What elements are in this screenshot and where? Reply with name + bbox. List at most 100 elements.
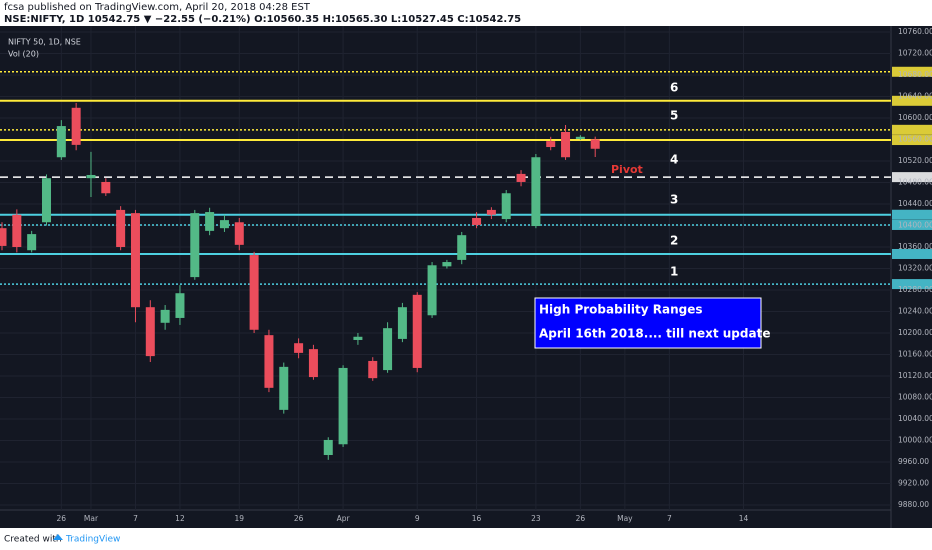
- level-tag: [892, 135, 932, 146]
- zone-label: 2: [670, 234, 678, 248]
- x-tick-label: Apr: [337, 514, 351, 523]
- candle-body: [71, 107, 81, 145]
- x-tick-label: 26: [57, 514, 67, 523]
- x-tick-label: 16: [472, 514, 482, 523]
- candle-body: [457, 235, 467, 260]
- y-tick-label: 10720.00: [898, 49, 932, 58]
- zone-label: 3: [670, 193, 678, 207]
- candle-body: [338, 367, 348, 445]
- y-tick-label: 9920.00: [898, 479, 929, 488]
- candle-body: [472, 217, 482, 225]
- indicator-label: Vol (20): [8, 50, 39, 59]
- y-tick-label: 10560.00: [898, 135, 932, 144]
- candle-body: [308, 349, 318, 378]
- level-tag: [892, 172, 932, 183]
- y-tick-label: 10280.00: [898, 285, 932, 294]
- candle-body: [442, 262, 452, 267]
- y-tick-label: 10240.00: [898, 307, 932, 316]
- footer-brand[interactable]: TradingView: [65, 535, 120, 545]
- candle-body: [234, 222, 244, 245]
- y-tick-label: 10360.00: [898, 242, 932, 251]
- y-tick-label: 10160.00: [898, 350, 932, 359]
- y-tick-label: 10200.00: [898, 328, 932, 337]
- x-tick-label: 7: [133, 514, 138, 523]
- zone-label: 4: [670, 153, 678, 167]
- x-tick-label: May: [617, 514, 633, 523]
- level-tag: [892, 66, 932, 77]
- symbol-label: NIFTY 50, 1D, NSE: [8, 38, 81, 47]
- y-tick-label: 10080.00: [898, 393, 932, 402]
- y-tick-label: 10760.00: [898, 27, 932, 36]
- level-tag: [892, 209, 932, 220]
- level-tag: [892, 95, 932, 106]
- x-tick-label: 12: [175, 514, 185, 523]
- x-tick-label: 7: [667, 514, 672, 523]
- note-title: High Probability Ranges: [539, 303, 703, 317]
- candle-body: [294, 343, 304, 353]
- candle-body: [41, 178, 51, 223]
- chart-area: [0, 26, 932, 528]
- footer-created: Created with: [4, 535, 62, 545]
- candle-body: [249, 255, 259, 330]
- y-tick-label: 10440.00: [898, 199, 932, 208]
- y-tick-label: 10400.00: [898, 221, 932, 230]
- y-tick-label: 10040.00: [898, 414, 932, 423]
- candle-body: [412, 294, 422, 368]
- brand-logo: [53, 534, 63, 540]
- candle-body: [561, 131, 571, 158]
- candle-body: [12, 214, 22, 247]
- x-tick-label: 14: [739, 514, 749, 523]
- x-tick-label: 9: [415, 514, 420, 523]
- candle-body: [190, 213, 200, 278]
- candle-body: [56, 126, 66, 158]
- level-tag: [892, 124, 932, 135]
- x-tick-label: Mar: [84, 514, 99, 523]
- levels: [0, 66, 932, 290]
- y-tick-label: 10600.00: [898, 113, 932, 122]
- y-tick-label: 10520.00: [898, 156, 932, 165]
- zone-label: 5: [670, 109, 678, 123]
- candle-body: [130, 213, 140, 308]
- y-tick-label: 9960.00: [898, 457, 929, 466]
- candle-body: [486, 209, 496, 215]
- candle-body: [279, 366, 289, 410]
- candle-body: [205, 212, 215, 231]
- note-text: April 16th 2018.... till next update: [539, 327, 770, 341]
- x-tick-label: 23: [531, 514, 541, 523]
- candle-body: [219, 220, 229, 229]
- note-box: [534, 297, 762, 349]
- candle-body: [27, 234, 37, 251]
- y-tick-label: 10000.00: [898, 436, 932, 445]
- level-tag: [892, 248, 932, 259]
- y-tick-label: 10120.00: [898, 371, 932, 380]
- candle-body: [145, 307, 155, 357]
- pivot-label: Pivot: [611, 163, 643, 176]
- candle-body: [427, 265, 437, 316]
- publisher-line: fcsa published on TradingView.com, April…: [4, 2, 311, 13]
- level-tag: [892, 219, 932, 230]
- candle-body: [175, 293, 185, 318]
- candle-body: [353, 336, 363, 340]
- candles: [0, 102, 600, 460]
- candle-body: [101, 181, 111, 194]
- candle-body: [264, 335, 274, 388]
- candle-body: [383, 328, 393, 371]
- candle-body: [575, 136, 585, 139]
- zone-label: 1: [670, 265, 678, 279]
- y-tick-label: 10640.00: [898, 92, 932, 101]
- x-tick-label: 26: [576, 514, 586, 523]
- x-tick-label: 26: [294, 514, 304, 523]
- y-tick-label: 10680.00: [898, 70, 932, 79]
- candle-body: [397, 307, 407, 339]
- quote-line: NSE:NIFTY, 1D 10542.75 ▼ −22.55 (−0.21%)…: [4, 14, 521, 25]
- candle-body: [546, 141, 556, 148]
- candle-body: [116, 209, 126, 247]
- candle-body: [531, 157, 541, 227]
- candle-body: [368, 360, 378, 379]
- candle-body: [590, 139, 600, 149]
- candle-body: [516, 173, 526, 182]
- y-tick-label: 9880.00: [898, 500, 929, 509]
- y-tick-label: 10480.00: [898, 178, 932, 187]
- y-tick-label: 10320.00: [898, 264, 932, 273]
